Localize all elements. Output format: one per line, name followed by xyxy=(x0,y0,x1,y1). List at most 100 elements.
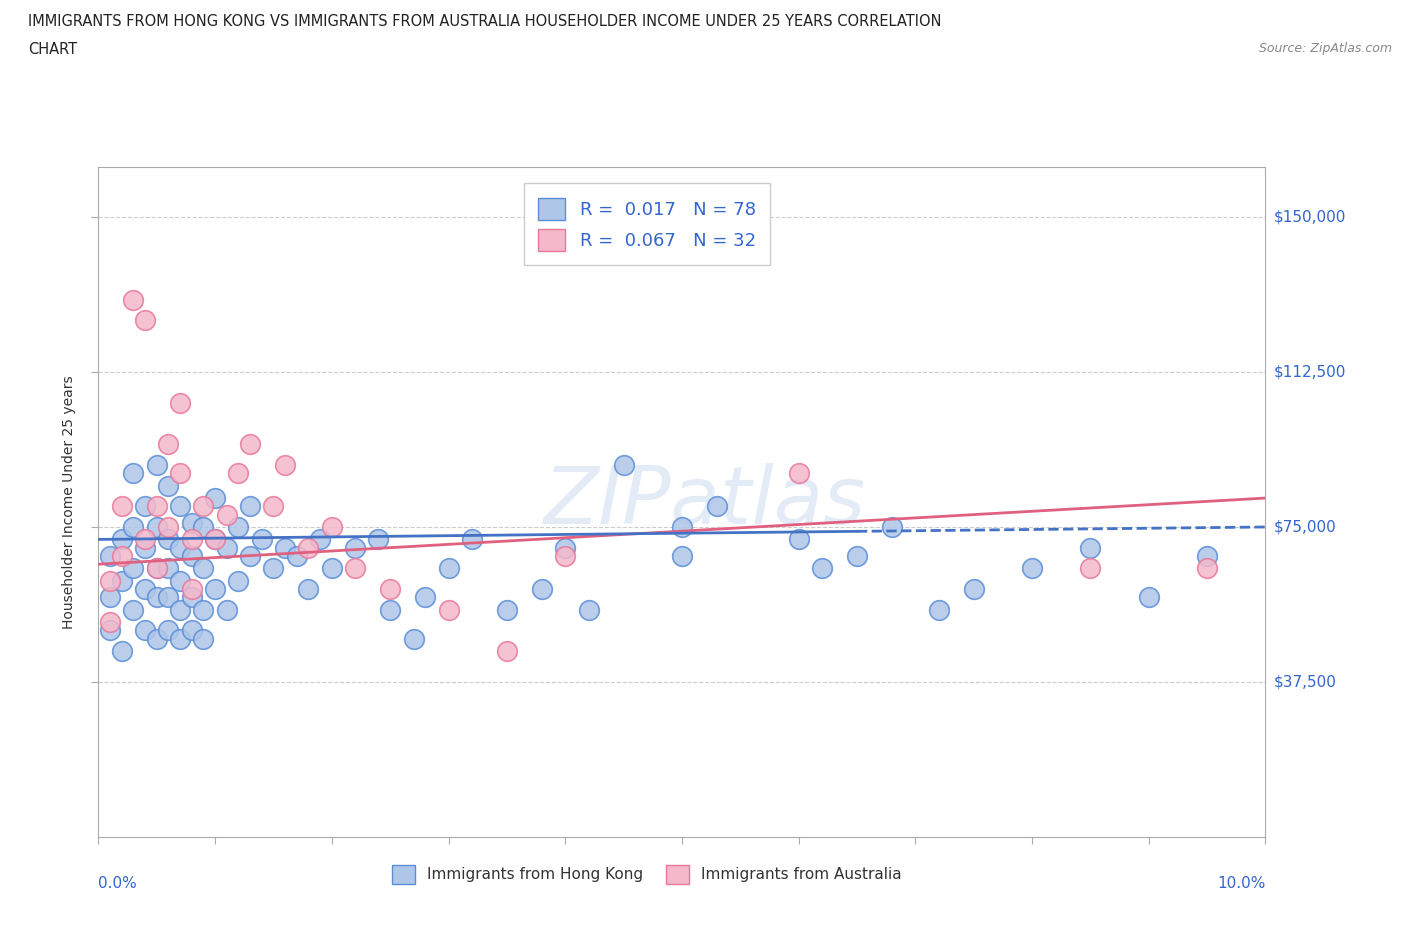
Text: $150,000: $150,000 xyxy=(1274,209,1346,224)
Point xyxy=(157,590,180,604)
Legend: Immigrants from Hong Kong, Immigrants from Australia: Immigrants from Hong Kong, Immigrants fr… xyxy=(385,858,908,890)
Point xyxy=(787,532,810,547)
Point xyxy=(962,581,984,596)
Point xyxy=(111,498,134,513)
Point xyxy=(157,623,180,638)
Point xyxy=(146,590,169,604)
Point xyxy=(461,532,484,547)
Point xyxy=(250,532,273,547)
Text: ZIPatlas: ZIPatlas xyxy=(544,463,866,541)
Point xyxy=(612,458,634,472)
Point xyxy=(578,603,600,618)
Point xyxy=(98,590,121,604)
Point xyxy=(180,581,202,596)
Point xyxy=(146,561,169,576)
Point xyxy=(180,532,202,547)
Point xyxy=(671,549,693,564)
Point xyxy=(169,395,191,410)
Point xyxy=(215,603,238,618)
Point xyxy=(928,603,950,618)
Point xyxy=(146,458,169,472)
Point xyxy=(437,561,460,576)
Point xyxy=(180,549,202,564)
Point xyxy=(169,631,191,646)
Point xyxy=(111,573,134,588)
Point xyxy=(204,491,226,506)
Text: $37,500: $37,500 xyxy=(1274,674,1337,689)
Point xyxy=(262,498,284,513)
Point xyxy=(169,466,191,481)
Point xyxy=(239,498,262,513)
Point xyxy=(204,532,226,547)
Point xyxy=(274,540,297,555)
Point xyxy=(228,466,250,481)
Point xyxy=(134,581,156,596)
Point xyxy=(193,561,215,576)
Point xyxy=(111,644,134,658)
Point xyxy=(134,532,156,547)
Point xyxy=(1080,561,1102,576)
Point xyxy=(367,532,389,547)
Point xyxy=(228,573,250,588)
Point xyxy=(134,540,156,555)
Point xyxy=(180,515,202,530)
Point xyxy=(1195,561,1218,576)
Text: CHART: CHART xyxy=(28,42,77,57)
Point xyxy=(297,581,319,596)
Point xyxy=(1021,561,1043,576)
Point xyxy=(146,498,169,513)
Point xyxy=(344,540,367,555)
Point xyxy=(321,561,343,576)
Point xyxy=(134,623,156,638)
Point xyxy=(437,603,460,618)
Point xyxy=(1195,549,1218,564)
Point xyxy=(180,590,202,604)
Point xyxy=(193,498,215,513)
Point xyxy=(845,549,868,564)
Point xyxy=(706,498,728,513)
Point xyxy=(239,437,262,452)
Text: 0.0%: 0.0% xyxy=(98,876,138,891)
Text: $112,500: $112,500 xyxy=(1274,365,1346,379)
Point xyxy=(157,561,180,576)
Point xyxy=(262,561,284,576)
Point xyxy=(204,532,226,547)
Point xyxy=(309,532,332,547)
Point xyxy=(297,540,319,555)
Point xyxy=(215,540,238,555)
Point xyxy=(880,520,903,535)
Point xyxy=(157,532,180,547)
Point xyxy=(169,498,191,513)
Point xyxy=(122,466,145,481)
Point xyxy=(169,603,191,618)
Point xyxy=(122,561,145,576)
Point xyxy=(134,498,156,513)
Point xyxy=(157,478,180,493)
Point xyxy=(554,549,576,564)
Point xyxy=(122,292,145,307)
Text: $75,000: $75,000 xyxy=(1274,520,1337,535)
Point xyxy=(215,507,238,522)
Point xyxy=(111,549,134,564)
Point xyxy=(157,437,180,452)
Text: 10.0%: 10.0% xyxy=(1218,876,1265,891)
Point xyxy=(204,581,226,596)
Point xyxy=(193,603,215,618)
Point xyxy=(146,631,169,646)
Point xyxy=(146,520,169,535)
Point xyxy=(811,561,834,576)
Point xyxy=(285,549,308,564)
Point xyxy=(134,312,156,327)
Point xyxy=(169,540,191,555)
Point xyxy=(378,603,402,618)
Text: IMMIGRANTS FROM HONG KONG VS IMMIGRANTS FROM AUSTRALIA HOUSEHOLDER INCOME UNDER : IMMIGRANTS FROM HONG KONG VS IMMIGRANTS … xyxy=(28,14,942,29)
Point xyxy=(554,540,576,555)
Y-axis label: Householder Income Under 25 years: Householder Income Under 25 years xyxy=(62,376,76,629)
Point xyxy=(98,623,121,638)
Point xyxy=(413,590,436,604)
Point xyxy=(1137,590,1160,604)
Point xyxy=(530,581,553,596)
Point xyxy=(402,631,425,646)
Point xyxy=(98,549,121,564)
Point xyxy=(169,573,191,588)
